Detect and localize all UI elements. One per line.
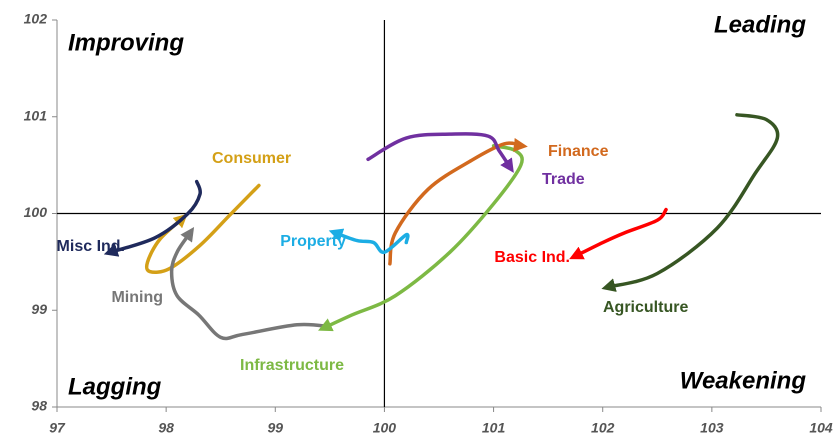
tail-line bbox=[328, 228, 410, 254]
x-tick-label: 99 bbox=[267, 420, 283, 436]
tail-line bbox=[569, 207, 668, 260]
y-tick-label: 98 bbox=[31, 398, 47, 414]
tail-line bbox=[366, 132, 514, 173]
series-label: Basic Ind. bbox=[494, 249, 570, 266]
series-label: Property bbox=[280, 233, 346, 250]
x-tick-label: 97 bbox=[49, 420, 66, 436]
series-label: Agriculture bbox=[603, 299, 688, 316]
quadrant-label: Leading bbox=[714, 11, 806, 38]
y-tick-label: 102 bbox=[24, 11, 48, 27]
x-tick-label: 98 bbox=[158, 420, 174, 436]
tail-line bbox=[388, 137, 528, 266]
x-tick-label: 104 bbox=[809, 420, 833, 436]
tail-line bbox=[601, 113, 780, 292]
series-label: Infrastructure bbox=[240, 357, 344, 374]
x-tick-label: 103 bbox=[700, 420, 724, 436]
y-tick-label: 99 bbox=[31, 301, 47, 317]
series-label: Finance bbox=[548, 143, 609, 160]
y-tick-label: 100 bbox=[24, 204, 48, 220]
series-label: Consumer bbox=[212, 150, 291, 167]
tail-line bbox=[318, 144, 524, 332]
series-label: Misc Ind. bbox=[57, 238, 125, 255]
tail-line bbox=[144, 183, 261, 275]
quadrant-label: Improving bbox=[68, 29, 184, 56]
series-label: Trade bbox=[542, 171, 585, 188]
x-tick-label: 100 bbox=[373, 420, 397, 436]
y-tick-label: 101 bbox=[24, 107, 48, 123]
quadrant-label: Weakening bbox=[680, 367, 807, 394]
tail-line bbox=[169, 227, 332, 341]
x-tick-label: 101 bbox=[482, 420, 506, 436]
tail-line bbox=[103, 179, 203, 257]
x-tick-label: 102 bbox=[591, 420, 615, 436]
quadrant-label: Lagging bbox=[68, 373, 162, 400]
series-label: Mining bbox=[111, 289, 163, 306]
